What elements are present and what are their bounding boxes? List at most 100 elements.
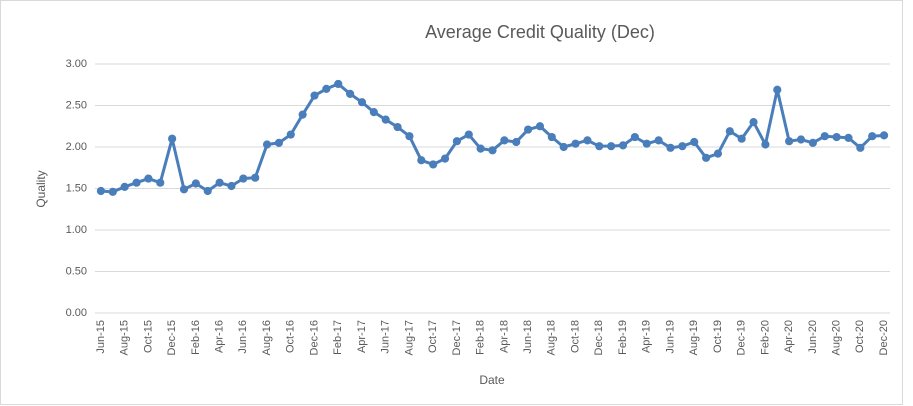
data-point (417, 156, 426, 165)
data-point (607, 142, 616, 151)
x-tick-label: Feb-17 (332, 320, 344, 355)
data-point (618, 141, 628, 150)
data-point (251, 173, 260, 182)
data-point (701, 153, 711, 162)
y-axis-label: Quality (34, 170, 48, 207)
x-tick-label: Dec-15 (166, 320, 178, 355)
data-point (144, 174, 153, 183)
data-point (595, 142, 604, 151)
data-point (571, 139, 580, 148)
x-tick-label: Jun-16 (237, 320, 249, 354)
x-tick-label: Feb-20 (759, 320, 771, 355)
data-point (856, 143, 865, 152)
x-tick-label: Aug-15 (119, 320, 131, 355)
x-tick-label: Jun-20 (807, 320, 819, 354)
x-tick-label: Apr-19 (641, 320, 653, 353)
x-tick-label: Dec-17 (451, 320, 463, 355)
x-tick-label: Oct-20 (854, 320, 866, 353)
data-point (832, 132, 841, 142)
x-tick-label: Apr-16 (213, 320, 225, 353)
data-point (120, 182, 129, 191)
data-point (464, 130, 473, 139)
data-point (156, 178, 165, 187)
data-point (773, 85, 782, 94)
x-tick-label: Dec-18 (593, 320, 605, 355)
y-tick-label: 0.00 (66, 307, 87, 319)
data-point (666, 143, 675, 152)
data-point (808, 138, 817, 147)
data-point (452, 137, 462, 146)
data-point (405, 132, 414, 141)
y-tick-label: 2.00 (66, 141, 87, 153)
data-point (678, 142, 687, 151)
data-point (512, 137, 521, 147)
data-point (322, 84, 331, 94)
data-point (523, 125, 533, 134)
x-tick-label: Apr-18 (498, 320, 510, 353)
data-point (239, 174, 248, 183)
data-point (547, 132, 556, 142)
y-tick-label: 0.50 (66, 265, 87, 277)
data-point (785, 137, 794, 146)
x-tick-label: Aug-19 (688, 320, 700, 355)
data-point (583, 136, 592, 145)
data-point (713, 149, 723, 158)
x-tick-label: Oct-16 (285, 320, 297, 353)
data-point (796, 135, 806, 144)
x-tick-label: Oct-18 (569, 320, 581, 353)
data-point (725, 127, 734, 136)
data-point (286, 130, 295, 139)
x-tick-label: Jun-18 (522, 320, 534, 354)
data-point (440, 154, 450, 163)
x-tick-label: Aug-18 (546, 320, 558, 355)
data-point (108, 187, 117, 196)
x-tick-label: Aug-17 (403, 320, 415, 355)
data-point (654, 136, 663, 145)
data-point (262, 140, 272, 149)
data-point (630, 132, 639, 142)
x-tick-label: Jun-17 (380, 320, 392, 354)
data-point (690, 137, 699, 147)
x-tick-label: Aug-20 (831, 320, 843, 355)
y-tick-label: 3.00 (66, 58, 87, 70)
data-point (844, 133, 853, 142)
data-point (274, 138, 284, 147)
data-point (381, 115, 390, 124)
data-point (96, 186, 106, 196)
data-point (298, 110, 307, 119)
x-tick-label: Oct-15 (142, 320, 154, 353)
data-point (191, 179, 200, 188)
data-point (868, 132, 877, 141)
x-tick-label: Apr-20 (783, 320, 795, 353)
x-tick-label: Dec-20 (878, 320, 890, 355)
x-tick-label: Apr-17 (356, 320, 368, 353)
data-point (535, 122, 545, 131)
data-point (357, 98, 367, 107)
x-tick-label: Feb-16 (190, 320, 202, 355)
x-tick-label: Aug-16 (261, 320, 273, 355)
data-point (559, 142, 568, 152)
y-tick-label: 1.50 (66, 182, 87, 194)
data-point (476, 144, 485, 153)
data-point (761, 140, 770, 149)
data-point (227, 181, 236, 191)
data-point (820, 132, 829, 141)
data-point (488, 146, 497, 155)
data-point (429, 160, 438, 169)
data-point (132, 178, 141, 187)
y-tick-label: 1.00 (66, 224, 87, 236)
x-axis-label: Date (479, 373, 505, 387)
x-tick-label: Dec-19 (736, 320, 748, 355)
data-point (749, 118, 758, 127)
data-point (310, 91, 319, 100)
x-tick-label: Oct-19 (712, 320, 724, 353)
data-point (215, 178, 224, 187)
data-point (346, 89, 355, 98)
x-tick-label: Jun-15 (95, 320, 107, 354)
data-point (737, 134, 746, 143)
x-tick-label: Oct-17 (427, 320, 439, 353)
chart-title: Average Credit Quality (Dec) (425, 22, 655, 42)
x-tick-label: Feb-18 (475, 320, 487, 355)
y-tick-label: 2.50 (66, 99, 87, 111)
